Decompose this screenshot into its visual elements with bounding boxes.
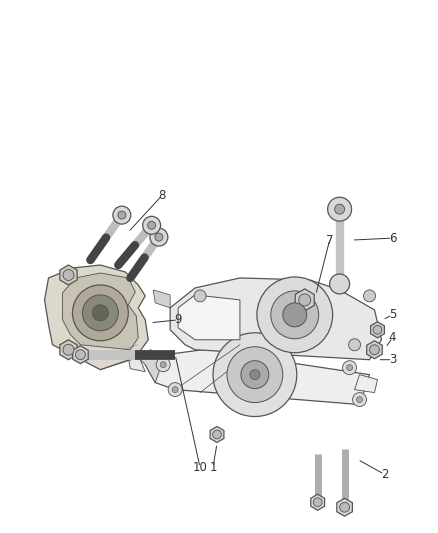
Circle shape (370, 345, 379, 354)
Polygon shape (73, 346, 88, 364)
Circle shape (339, 502, 350, 512)
Polygon shape (60, 265, 77, 285)
Polygon shape (210, 426, 224, 442)
Circle shape (82, 295, 118, 331)
Circle shape (227, 347, 283, 402)
Circle shape (328, 197, 352, 221)
Circle shape (283, 303, 307, 327)
Text: 5: 5 (389, 309, 396, 321)
Circle shape (212, 430, 221, 439)
Circle shape (343, 361, 357, 375)
Polygon shape (371, 322, 385, 338)
Circle shape (373, 326, 382, 334)
Polygon shape (295, 289, 314, 311)
Circle shape (156, 358, 170, 372)
Polygon shape (337, 498, 352, 516)
Circle shape (364, 290, 375, 302)
Circle shape (250, 370, 260, 379)
Circle shape (357, 397, 363, 402)
Circle shape (72, 285, 128, 341)
Circle shape (330, 274, 350, 294)
Circle shape (335, 204, 345, 214)
Circle shape (63, 344, 74, 355)
Polygon shape (145, 345, 370, 405)
Polygon shape (63, 273, 138, 350)
Circle shape (75, 350, 85, 360)
Polygon shape (45, 265, 148, 370)
Circle shape (150, 228, 168, 246)
Circle shape (160, 362, 166, 368)
Circle shape (168, 383, 182, 397)
Text: 8: 8 (159, 189, 166, 201)
Polygon shape (60, 340, 77, 360)
Circle shape (349, 339, 360, 351)
Polygon shape (178, 295, 240, 340)
Circle shape (353, 393, 367, 407)
Circle shape (118, 211, 126, 219)
Text: 6: 6 (389, 232, 396, 245)
Circle shape (257, 277, 332, 353)
Circle shape (92, 305, 108, 321)
Circle shape (172, 386, 178, 393)
Text: 10: 10 (193, 461, 208, 474)
Circle shape (241, 361, 269, 389)
Circle shape (143, 216, 161, 235)
Circle shape (271, 291, 319, 339)
Circle shape (346, 365, 353, 370)
Polygon shape (355, 375, 378, 393)
Circle shape (155, 233, 163, 241)
Polygon shape (311, 494, 325, 510)
Circle shape (113, 206, 131, 224)
Circle shape (213, 333, 297, 416)
Circle shape (148, 221, 155, 229)
Text: 9: 9 (174, 313, 182, 326)
Text: 4: 4 (389, 332, 396, 344)
Circle shape (63, 270, 74, 280)
Circle shape (299, 294, 311, 306)
Polygon shape (170, 278, 381, 360)
Polygon shape (128, 358, 145, 372)
Text: 3: 3 (389, 353, 396, 366)
Polygon shape (153, 290, 170, 308)
Circle shape (313, 498, 322, 507)
Text: 7: 7 (326, 233, 333, 247)
Polygon shape (367, 341, 382, 359)
Circle shape (194, 290, 206, 302)
Text: 2: 2 (381, 468, 388, 481)
Text: 1: 1 (209, 461, 217, 474)
Polygon shape (140, 350, 165, 383)
